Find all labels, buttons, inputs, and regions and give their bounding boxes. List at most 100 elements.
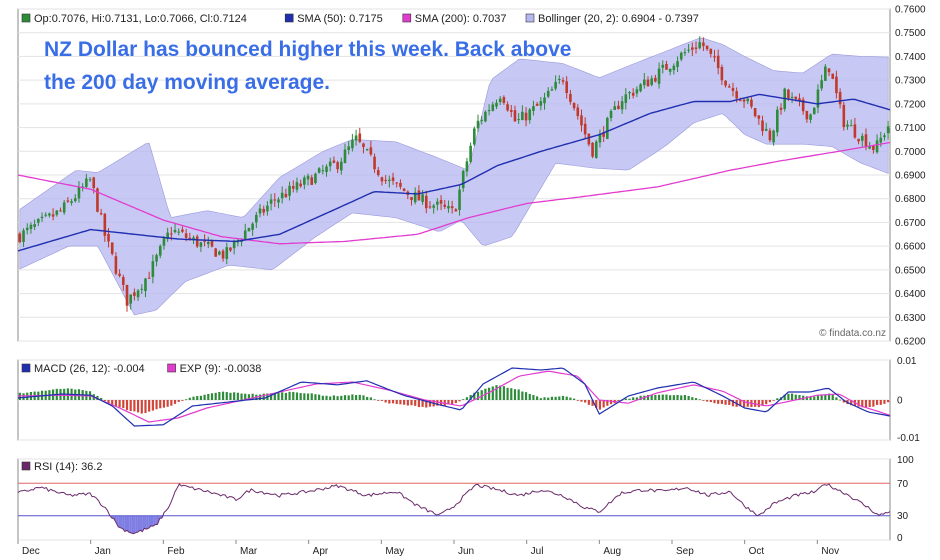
x-tick-label: Jan: [95, 546, 111, 557]
candle-body: [399, 182, 402, 187]
candle-body: [402, 188, 406, 191]
legend-swatch: [167, 363, 176, 373]
macd-histogram-bar: [270, 393, 273, 400]
candle-body: [709, 48, 713, 54]
rsi-extreme-fills: [109, 515, 760, 534]
macd-histogram-bar: [591, 400, 594, 406]
macd-histogram-bar: [628, 398, 631, 400]
candle-body: [727, 86, 731, 88]
candle-body: [232, 240, 236, 249]
candle-body: [439, 200, 443, 204]
candle-body: [310, 177, 314, 185]
candle-body: [269, 199, 273, 204]
price-y-tick-label: 0.6200: [895, 337, 926, 348]
macd-histogram-bar: [539, 398, 542, 400]
candle-body: [118, 273, 121, 276]
legend-label: Bollinger (20, 2): 0.6904 - 0.7397: [538, 13, 699, 25]
candle-body: [181, 229, 184, 232]
macd-histogram-bar: [543, 397, 546, 400]
candle-body: [25, 227, 29, 231]
macd-histogram-bar: [395, 400, 398, 405]
macd-histogram-bar: [107, 400, 110, 404]
candle-body: [602, 132, 605, 137]
macd-histogram-bar: [295, 392, 299, 400]
candle-body: [609, 110, 613, 119]
legend-swatch: [21, 363, 31, 373]
candle-body: [521, 111, 524, 121]
candle-body: [587, 133, 591, 145]
candle-body: [203, 240, 206, 242]
candle-body: [735, 91, 738, 99]
macd-panel: 0.01 0 -0.01 MACD (26, 12): -0.004 EXP (9):…: [17, 356, 920, 444]
candle-body: [59, 210, 62, 212]
legend-label: EXP (9): -0.0038: [180, 363, 262, 375]
candle-body: [857, 138, 860, 142]
candle-body: [798, 98, 801, 101]
price-legend: Op:0.7076, Hi:0.7131, Lo:0.7066, Cl:0.71…: [21, 13, 699, 25]
price-y-tick-label: 0.7500: [895, 28, 926, 39]
x-tick-label: Apr: [313, 546, 329, 557]
macd-histogram-bar: [414, 400, 417, 406]
candle-body: [558, 79, 561, 81]
candle-body: [572, 102, 576, 109]
macd-histogram-bar: [210, 393, 214, 400]
candle-body: [794, 96, 798, 100]
macd-histogram-bar: [709, 400, 712, 403]
candle-body: [624, 94, 628, 103]
macd-histogram-bar: [883, 400, 886, 404]
macd-histogram-bar: [454, 400, 457, 404]
macd-histogram-bar: [488, 387, 491, 400]
candle-body: [188, 237, 192, 239]
macd-histogram-bar: [558, 396, 561, 400]
macd-histogram-bar: [114, 400, 118, 407]
candle-body: [506, 104, 509, 111]
candle-body: [554, 81, 557, 89]
macd-histogram-bar: [221, 391, 225, 400]
candle-body: [824, 66, 827, 81]
macd-histogram-bar: [214, 392, 217, 400]
candle-body: [314, 173, 317, 184]
macd-histogram-bar: [646, 394, 650, 400]
candle-body: [713, 56, 716, 58]
sma-200-line: [17, 141, 891, 245]
candle-body: [144, 278, 147, 292]
candle-body: [801, 99, 805, 112]
macd-histogram-bar: [347, 395, 350, 400]
price-panel: 0.6200 0.6300 0.6400 0.6500 0.6600 0.6700 0.68…: [17, 5, 926, 348]
macd-histogram-bar: [713, 400, 716, 404]
rsi-oversold-fill: [146, 515, 149, 530]
candle-body: [753, 108, 757, 117]
price-y-tick-label: 0.6700: [895, 218, 926, 229]
macd-histogram-bar: [528, 393, 531, 400]
macd-histogram-bar: [517, 389, 520, 400]
candle-body: [661, 64, 665, 68]
candle-body: [388, 179, 391, 182]
x-tick-label: Feb: [167, 546, 185, 557]
candle-body: [66, 200, 70, 202]
legend-label: RSI (14): 36.2: [34, 461, 102, 473]
candle-body: [613, 106, 617, 110]
candle-body: [739, 100, 742, 102]
macd-histogram-bar: [100, 397, 103, 400]
macd-histogram-bar: [203, 394, 206, 400]
macd-histogram-bar: [654, 394, 657, 400]
macd-histogram-bar: [354, 395, 358, 400]
macd-histogram-bar: [683, 395, 687, 400]
rsi-oversold-fill: [127, 515, 130, 533]
macd-histogram-bar: [872, 400, 875, 407]
macd-histogram-bar: [561, 395, 565, 400]
candle-body: [842, 104, 846, 128]
price-y-tick-label: 0.6800: [895, 194, 926, 205]
macd-histogram-bar: [691, 397, 694, 400]
candle-body: [886, 126, 890, 134]
macd-histogram-bar: [569, 397, 572, 400]
macd-histogram-bar: [318, 394, 321, 400]
macd-histogram-bar: [362, 395, 365, 400]
macd-histogram-bar: [288, 391, 291, 400]
macd-histogram-bar: [299, 393, 302, 400]
candle-body: [122, 277, 125, 285]
x-tick-label: Nov: [821, 546, 839, 557]
candle-body: [532, 106, 535, 111]
candle-body: [151, 261, 155, 277]
rsi-oversold-fill: [129, 515, 132, 533]
